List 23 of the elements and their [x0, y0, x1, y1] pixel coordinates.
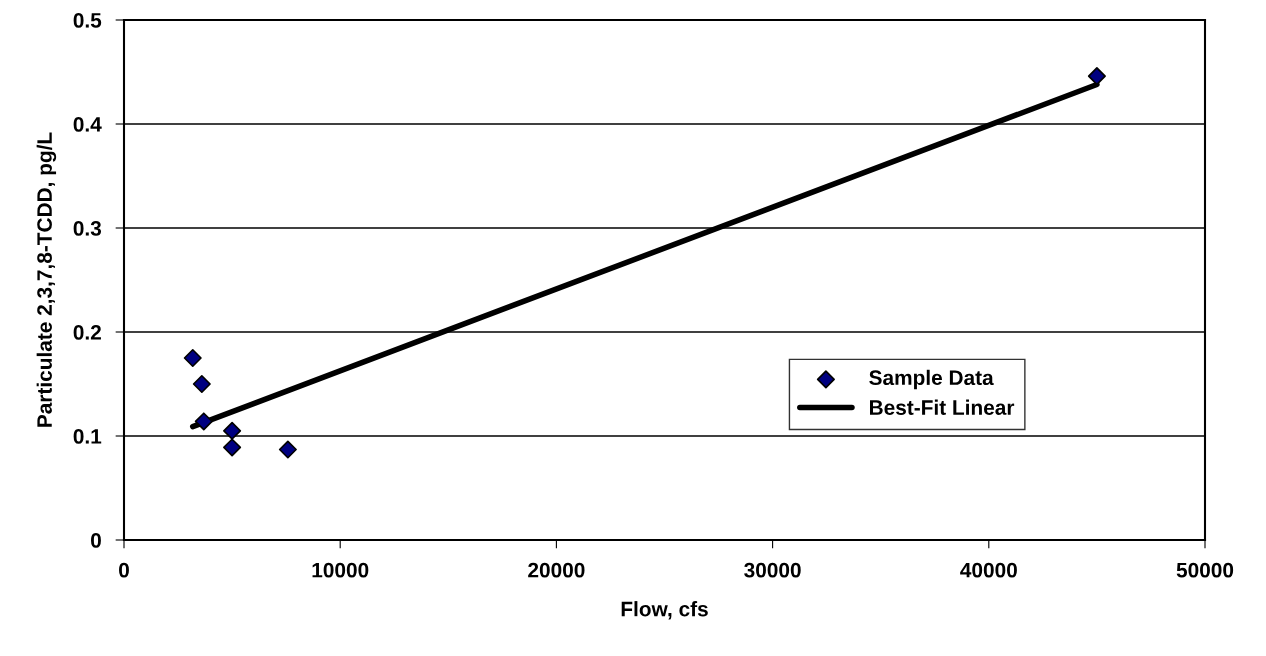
y-tick-label: 0: [91, 533, 101, 548]
x-tick-label: 20000: [528, 562, 585, 578]
x-tick-label: 50000: [1176, 562, 1234, 578]
point: [183, 348, 202, 368]
point: [278, 440, 297, 459]
x-axis-title: Flow, cfs: [621, 601, 708, 620]
point: [192, 374, 211, 394]
y-tick-label: 0.5: [73, 13, 102, 28]
x-tick-label: 0: [119, 562, 129, 578]
legend-label: Sample Data: [869, 369, 994, 390]
point: [223, 421, 242, 440]
legend-label: Best-Fit Linear: [870, 399, 1015, 415]
y-tick-label: 0.3: [73, 221, 102, 236]
point: [223, 438, 242, 457]
y-tick-label: 0.1: [73, 429, 102, 444]
point: [1087, 67, 1106, 86]
y-axis-title: Particulate 2,3,7,8-TCDD, pg/L: [36, 132, 57, 427]
y-tick-label: 0.4: [73, 117, 102, 132]
x-tick-label: 40000: [960, 562, 1017, 578]
x-tick-label: 10000: [312, 562, 369, 578]
y-tick-label: 0.2: [73, 325, 101, 340]
point: [194, 412, 213, 431]
x-tick-label: 30000: [744, 562, 801, 578]
